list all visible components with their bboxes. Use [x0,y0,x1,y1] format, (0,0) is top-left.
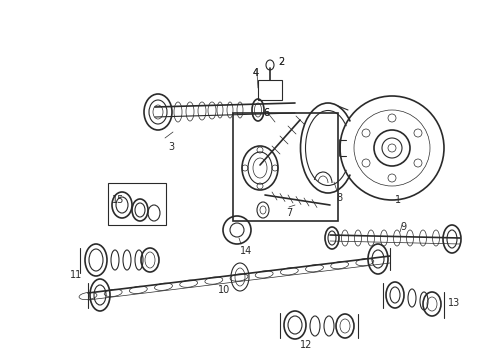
Text: 8: 8 [336,193,342,203]
Text: 12: 12 [300,340,313,350]
Text: 2: 2 [278,57,284,67]
Text: 14: 14 [240,246,252,256]
Text: 6: 6 [263,108,269,118]
Text: 2: 2 [278,57,284,67]
Text: 6: 6 [263,108,269,118]
Text: 10: 10 [218,285,230,295]
Bar [258,80,282,100]
Text: 13: 13 [448,298,460,308]
Bar [233,113,338,221]
Bar [108,183,166,225]
Text: 7: 7 [286,208,292,218]
Text: 3: 3 [168,142,174,152]
Text: 15: 15 [112,195,124,205]
Text: 9: 9 [400,222,406,232]
Text: 4: 4 [253,68,259,78]
Text: 4: 4 [253,68,259,78]
Text: 1: 1 [395,195,401,205]
Text: 11: 11 [70,270,82,280]
